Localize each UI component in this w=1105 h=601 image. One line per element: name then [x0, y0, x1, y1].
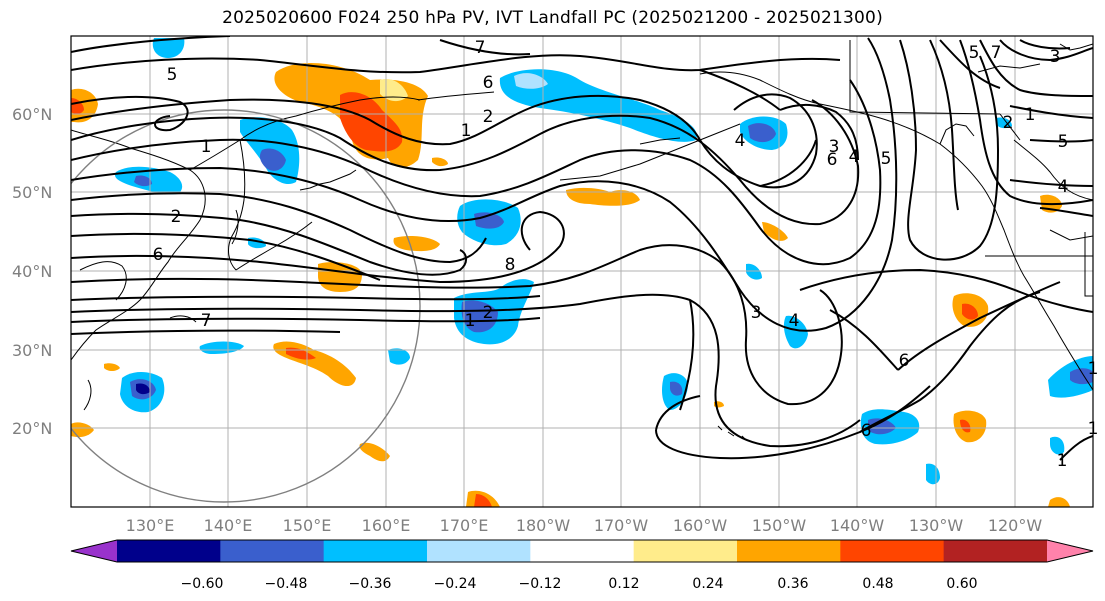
- colorbar-extend-high: [1047, 540, 1093, 562]
- negative-anomaly-patches: [114, 38, 1093, 485]
- colorbar-label-060: 0.60: [946, 576, 977, 592]
- colorbar-tick-labels: −0.60 −0.48 −0.36 −0.24 −0.12 0.12 0.24 …: [181, 576, 978, 592]
- colorbar-label-neg036: −0.36: [349, 576, 392, 592]
- contour-label: 1: [1025, 105, 1036, 125]
- colorbar-segment: [323, 540, 428, 562]
- coastlines: [71, 40, 1093, 441]
- colorbar-label-neg012: −0.12: [519, 576, 562, 592]
- contour-label: 5: [1058, 132, 1069, 152]
- lon-label-130w: 130°W: [909, 516, 964, 535]
- lon-label-180w: 180°W: [516, 516, 571, 535]
- colorbar-label-012: 0.12: [608, 576, 639, 592]
- contour-label: 2: [1003, 113, 1014, 133]
- colorbar-label-036: 0.36: [777, 576, 808, 592]
- lon-label-170w: 170°W: [594, 516, 649, 535]
- lon-label-150w: 150°W: [752, 516, 807, 535]
- contour-label: 3: [1050, 47, 1061, 67]
- lon-label-140e: 140°E: [204, 516, 253, 535]
- contour-label: 5: [167, 65, 178, 85]
- contour-label: 2: [171, 207, 182, 227]
- contour-label: 1: [1057, 451, 1068, 471]
- lon-label-120w: 120°W: [988, 516, 1043, 535]
- contour-label: 7: [475, 38, 486, 58]
- colorbar-label-neg048: −0.48: [265, 576, 308, 592]
- contour-label: 6: [827, 150, 838, 170]
- colorbar: [70, 539, 1094, 563]
- colorbar-segment: [633, 540, 738, 562]
- contour-label: 1: [465, 311, 476, 331]
- contour-label: 2: [483, 303, 494, 323]
- colorbar-extend-low: [71, 540, 117, 562]
- colorbar-label-024: 0.24: [692, 576, 723, 592]
- colorbar-segment: [530, 540, 635, 562]
- contour-label: 6: [483, 73, 494, 93]
- lon-label-140w: 140°W: [830, 516, 885, 535]
- contour-label: 4: [735, 131, 746, 151]
- contour-label: 1: [1088, 359, 1099, 379]
- contour-label: 7: [201, 311, 212, 331]
- contour-label: 1: [461, 121, 472, 141]
- colorbar-segment: [737, 540, 841, 562]
- contour-label: 5: [969, 43, 980, 63]
- contour-label: 7: [991, 43, 1002, 63]
- contour-label: 4: [849, 147, 860, 167]
- lon-label-130e: 130°E: [126, 516, 175, 535]
- contour-label: 6: [153, 245, 164, 265]
- longitude-labels: 130°E 140°E 150°E 160°E 170°E 180°W 170°…: [126, 516, 1043, 535]
- colorbar-segment: [220, 540, 325, 562]
- lat-label-30n: 30°N: [12, 341, 52, 360]
- colorbar-outline: [70, 539, 1094, 563]
- contour-label: 6: [899, 351, 910, 371]
- contour-label: 4: [1058, 177, 1069, 197]
- colorbar-segment: [840, 540, 945, 562]
- colorbar-label-048: 0.48: [862, 576, 893, 592]
- colorbar-segment: [943, 540, 1048, 562]
- contour-label: 4: [789, 311, 800, 331]
- lon-label-150e: 150°E: [283, 516, 332, 535]
- colorbar-label-neg024: −0.24: [434, 576, 477, 592]
- colorbar-label-neg060: −0.60: [181, 576, 224, 592]
- range-circle: [71, 109, 421, 503]
- contour-label: 1: [1088, 419, 1099, 439]
- contour-label: 2: [483, 107, 494, 127]
- map-title: 2025020600 F024 250 hPa PV, IVT Landfall…: [222, 8, 883, 28]
- map-frame: [70, 35, 1094, 508]
- latitude-labels: 60°N 50°N 40°N 30°N 20°N: [12, 105, 52, 438]
- contour-label: 5: [881, 149, 892, 169]
- lat-label-60n: 60°N: [12, 105, 52, 124]
- contour-label: 3: [751, 303, 762, 323]
- pv-contours: [71, 36, 1093, 461]
- lon-label-160e: 160°E: [362, 516, 411, 535]
- colorbar-segment: [117, 540, 221, 562]
- lat-label-20n: 20°N: [12, 419, 52, 438]
- contour-label: 1: [201, 137, 212, 157]
- contour-label: 8: [505, 255, 516, 275]
- lat-label-40n: 40°N: [12, 262, 52, 281]
- contour-label: 3: [829, 137, 840, 157]
- lat-label-50n: 50°N: [12, 183, 52, 202]
- lon-label-160w: 160°W: [673, 516, 728, 535]
- lon-label-170e: 170°E: [440, 516, 489, 535]
- colorbar-segment: [427, 540, 531, 562]
- contour-label: 6: [861, 421, 872, 441]
